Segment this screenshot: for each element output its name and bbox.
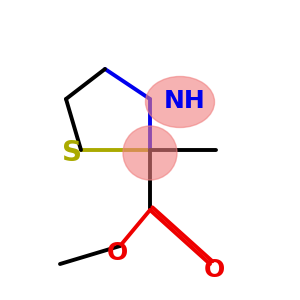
Ellipse shape (146, 76, 214, 128)
Text: S: S (62, 139, 82, 167)
Circle shape (123, 126, 177, 180)
Text: NH: NH (164, 88, 206, 112)
Text: O: O (106, 242, 128, 266)
Text: O: O (204, 258, 225, 282)
